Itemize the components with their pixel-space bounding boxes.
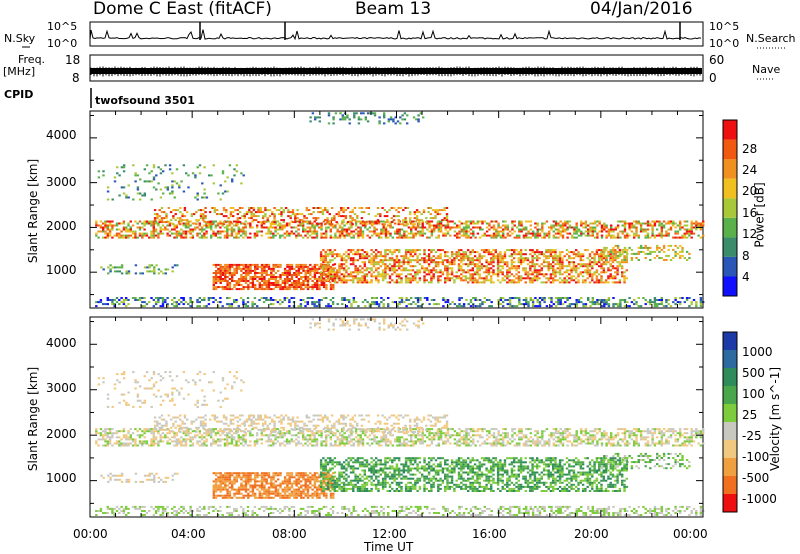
- noise-left-tick-bottom: 10^0: [47, 37, 78, 50]
- power-ytick-2000: 2000: [46, 219, 77, 233]
- power-cbtick-28: 28: [742, 142, 758, 156]
- cpid-label: CPID: [4, 88, 34, 101]
- xtick-4: 16:00: [472, 527, 507, 541]
- velocity-cbtick-m1000: -1000: [742, 492, 777, 506]
- velocity-cbar-seg-1: [723, 350, 737, 368]
- cpid-value: twofsound 3501: [95, 94, 195, 107]
- velocity-cbar-seg-5: [723, 422, 737, 440]
- velocity-cbar-seg-8: [723, 476, 737, 494]
- power-cbtick-4: 4: [742, 270, 750, 284]
- velocity-cbtick-1000: 1000: [742, 345, 773, 359]
- velocity-cbar-seg-2: [723, 368, 737, 386]
- velocity-cbtick-500: 500: [742, 366, 765, 380]
- velocity-cbtick-m25: -25: [742, 429, 762, 443]
- velocity-cbtick-25: 25: [742, 408, 758, 422]
- velocity-cbar-seg-3: [723, 386, 737, 404]
- velocity-ytick-3000: 3000: [46, 381, 77, 395]
- freq-right-tick-bottom: 0: [709, 71, 717, 85]
- power-ytick-4000: 4000: [46, 128, 77, 142]
- power-heatmap: [95, 112, 705, 308]
- velocity-cbtick-100: 100: [742, 387, 765, 401]
- nsearch-label: N.Search: [746, 32, 796, 45]
- velocity-colorbar: [722, 331, 738, 513]
- velocity-heatmap: [95, 318, 705, 516]
- velocity-cbar-seg-6: [723, 440, 737, 458]
- noise-line: [89, 29, 702, 41]
- power-cbtick-8: 8: [742, 249, 750, 263]
- power-cbar-seg-7: [723, 139, 737, 160]
- power-cbar-seg-0: [723, 276, 737, 296]
- noise-panel-frame: [89, 21, 704, 47]
- freq-left-tick-bottom: 8: [72, 71, 80, 85]
- noise-trace: [89, 22, 702, 41]
- noise-right-tick-bottom: 10^0: [709, 37, 740, 50]
- velocity-ytick-1000: 1000: [46, 471, 77, 485]
- freq-unit-label: [MHz]: [3, 65, 36, 78]
- velocity-cbar-seg-4: [723, 404, 737, 422]
- power-cbar-seg-1: [723, 256, 737, 277]
- axis-ticks: [89, 111, 704, 517]
- power-cbtick-16: 16: [742, 206, 758, 220]
- power-cbar-seg-4: [723, 198, 737, 218]
- power-cbtick-20: 20: [742, 184, 758, 198]
- xlabel: Time UT: [364, 540, 414, 554]
- power-cbar-seg-5: [723, 178, 737, 199]
- freq-left-tick-top: 18: [65, 53, 81, 67]
- power-cbar-seg-8: [723, 120, 737, 140]
- nsky-label: N.Sky: [4, 32, 36, 45]
- velocity-ytick-2000: 2000: [46, 427, 77, 441]
- noise-left-tick-top: 10^5: [47, 20, 78, 33]
- velocity-cbar-seg-0: [723, 332, 737, 350]
- xtick-3: 12:00: [372, 527, 407, 541]
- frequency-trace: [90, 66, 702, 77]
- power-colorbar: [722, 119, 738, 297]
- power-cbar-seg-3: [723, 217, 737, 238]
- station-title: Dome C East (fitACF): [93, 0, 272, 19]
- velocity-cbar-seg-7: [723, 458, 737, 476]
- power-ytick-1000: 1000: [46, 263, 77, 277]
- xtick-5: 20:00: [574, 527, 609, 541]
- power-cbar-seg-6: [723, 159, 737, 179]
- power-cbtick-24: 24: [742, 163, 758, 177]
- xtick-1: 04:00: [171, 527, 206, 541]
- velocity-cbtick-m500: -500: [742, 471, 770, 485]
- date-title: 04/Jan/2016: [590, 0, 693, 19]
- noise-right-tick-top: 10^5: [709, 20, 740, 33]
- power-cbar-seg-2: [723, 237, 737, 257]
- power-cbtick-12: 12: [742, 227, 758, 241]
- xtick-0: 00:00: [73, 527, 108, 541]
- xtick-6: 00:00: [673, 527, 708, 541]
- power-ytick-3000: 3000: [46, 175, 77, 189]
- velocity-cbtick-m100: -100: [742, 450, 770, 464]
- nave-label: Nave: [752, 63, 781, 76]
- velocity-cbar-seg-9: [723, 494, 737, 512]
- beam-title: Beam 13: [355, 0, 432, 19]
- velocity-ytick-4000: 4000: [46, 336, 77, 350]
- freq-panel-frame: [89, 54, 704, 82]
- freq-right-tick-top: 60: [709, 53, 725, 67]
- xtick-2: 08:00: [272, 527, 307, 541]
- freq-label: Freq.: [18, 53, 46, 66]
